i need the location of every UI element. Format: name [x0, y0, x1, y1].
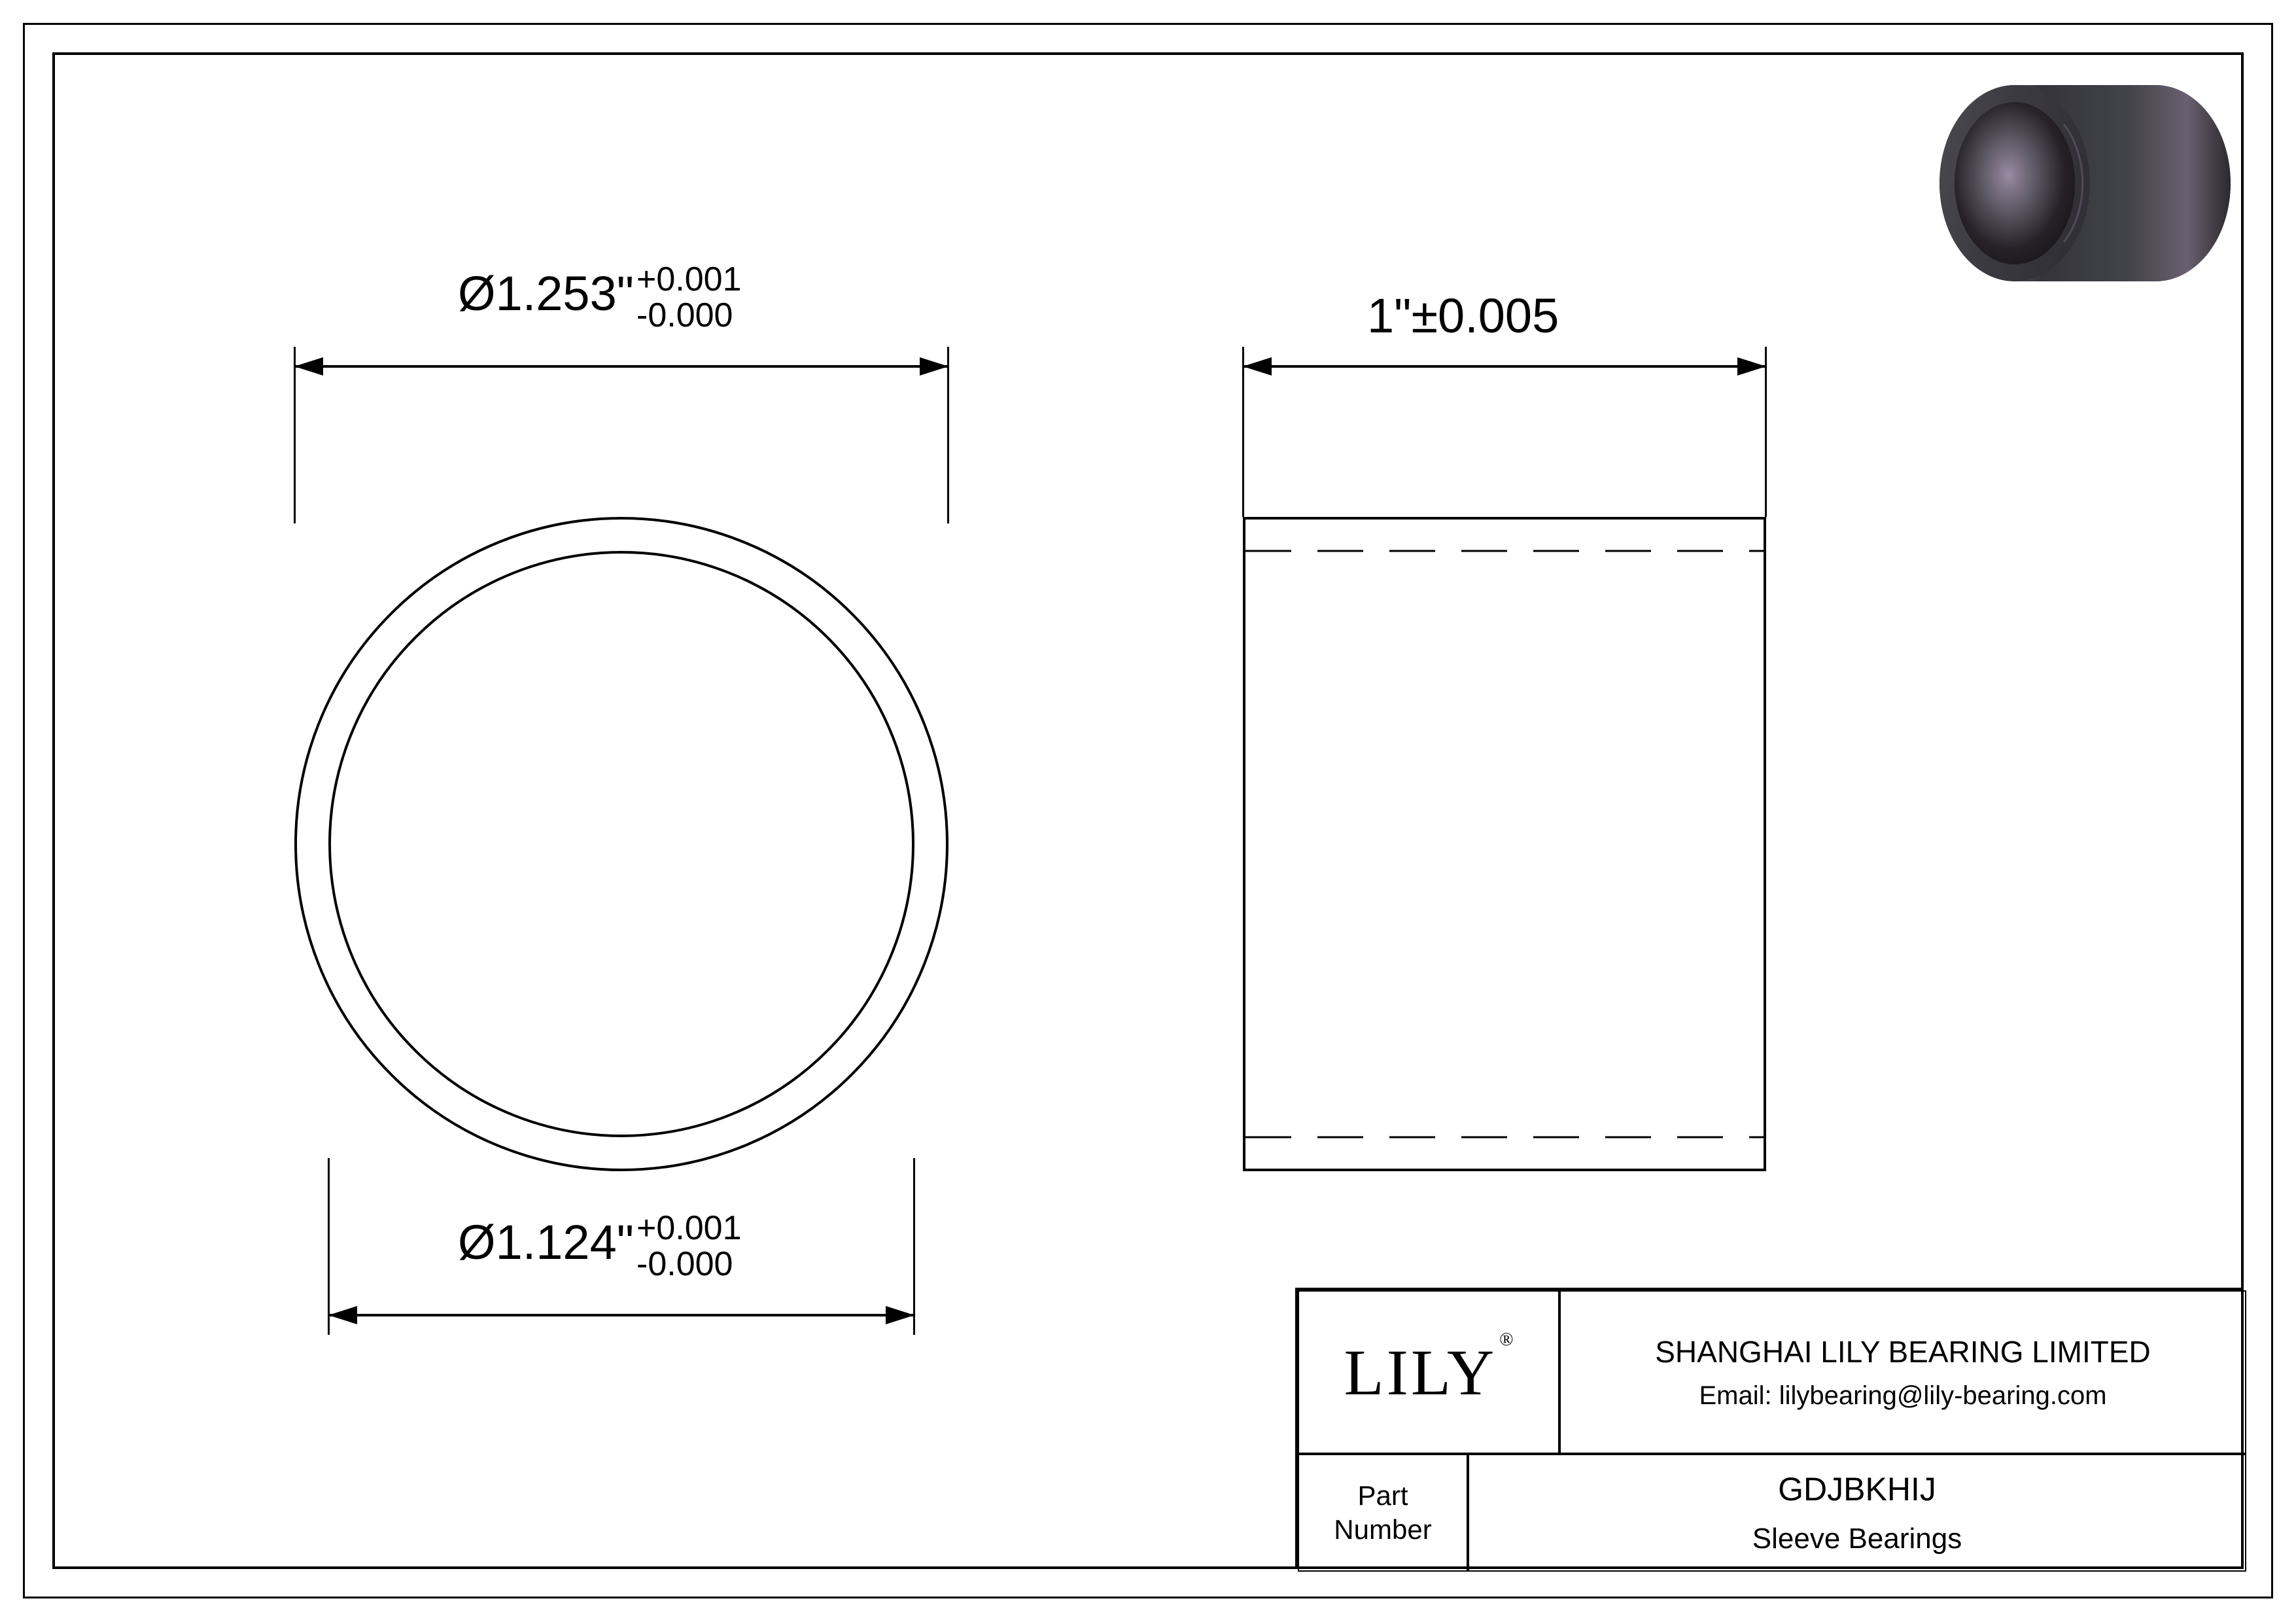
company-logo: LILY®: [1344, 1335, 1514, 1410]
len-tol: ±0.005: [1411, 289, 1559, 343]
title-block-partnum-label-cell: Part Number: [1298, 1454, 1468, 1572]
registered-mark: ®: [1499, 1330, 1516, 1350]
partnum-label: Part Number: [1334, 1479, 1431, 1547]
email-label: Email:: [1699, 1381, 1779, 1410]
od-tol-lower: -0.000: [636, 298, 742, 334]
od-tolerance: +0.001-0.000: [636, 262, 742, 333]
id-arrow-left: [328, 1306, 357, 1324]
id-tol-upper: +0.001: [636, 1210, 742, 1246]
len-arrow-right: [1737, 357, 1766, 376]
side-view-hidden-bottom: [1243, 1135, 1766, 1140]
id-arrow-right: [886, 1306, 914, 1324]
od-arrow-left: [294, 357, 323, 376]
id-tol-lower: -0.000: [636, 1246, 742, 1282]
od-symbol: Ø: [458, 266, 496, 321]
company-email-line: Email: lilybearing@lily-bearing.com: [1699, 1381, 2106, 1411]
od-dim-line: [294, 365, 948, 368]
partnum-label-line2: Number: [1334, 1514, 1431, 1545]
title-block-logo-cell: LILY®: [1298, 1290, 1559, 1454]
len-dim-text: 1"±0.005: [1367, 288, 1559, 344]
len-nominal: 1": [1367, 289, 1411, 343]
id-symbol: Ø: [458, 1215, 496, 1269]
title-block-company-cell: SHANGHAI LILY BEARING LIMITED Email: lil…: [1559, 1290, 2246, 1454]
od-nominal: 1.253": [496, 266, 634, 321]
front-view-inner-circle: [328, 551, 914, 1137]
title-block: LILY® SHANGHAI LILY BEARING LIMITED Emai…: [1295, 1288, 2244, 1569]
od-dim-text: Ø1.253"+0.001-0.000: [458, 262, 742, 333]
len-arrow-left: [1243, 357, 1272, 376]
part-description: Sleeve Bearings: [1752, 1523, 1962, 1555]
company-name: SHANGHAI LILY BEARING LIMITED: [1655, 1334, 2151, 1369]
len-dim-line: [1243, 365, 1766, 368]
od-arrow-right: [920, 357, 948, 376]
od-tol-upper: +0.001: [636, 262, 742, 298]
side-view-hidden-top: [1243, 548, 1766, 554]
id-tolerance: +0.001-0.000: [636, 1210, 742, 1282]
title-block-partnum-value-cell: GDJBKHIJ Sleeve Bearings: [1468, 1454, 2246, 1572]
side-view-rect: [1243, 517, 1766, 1171]
part-number: GDJBKHIJ: [1778, 1470, 1936, 1508]
email-address: lilybearing@lily-bearing.com: [1779, 1381, 2107, 1410]
id-nominal: 1.124": [496, 1215, 634, 1269]
bearing-3d-render: [1930, 79, 2237, 294]
id-dim-text: Ø1.124"+0.001-0.000: [458, 1210, 742, 1282]
partnum-label-line1: Part: [1357, 1480, 1408, 1511]
id-dim-line: [328, 1314, 914, 1316]
logo-text: LILY: [1344, 1336, 1497, 1409]
